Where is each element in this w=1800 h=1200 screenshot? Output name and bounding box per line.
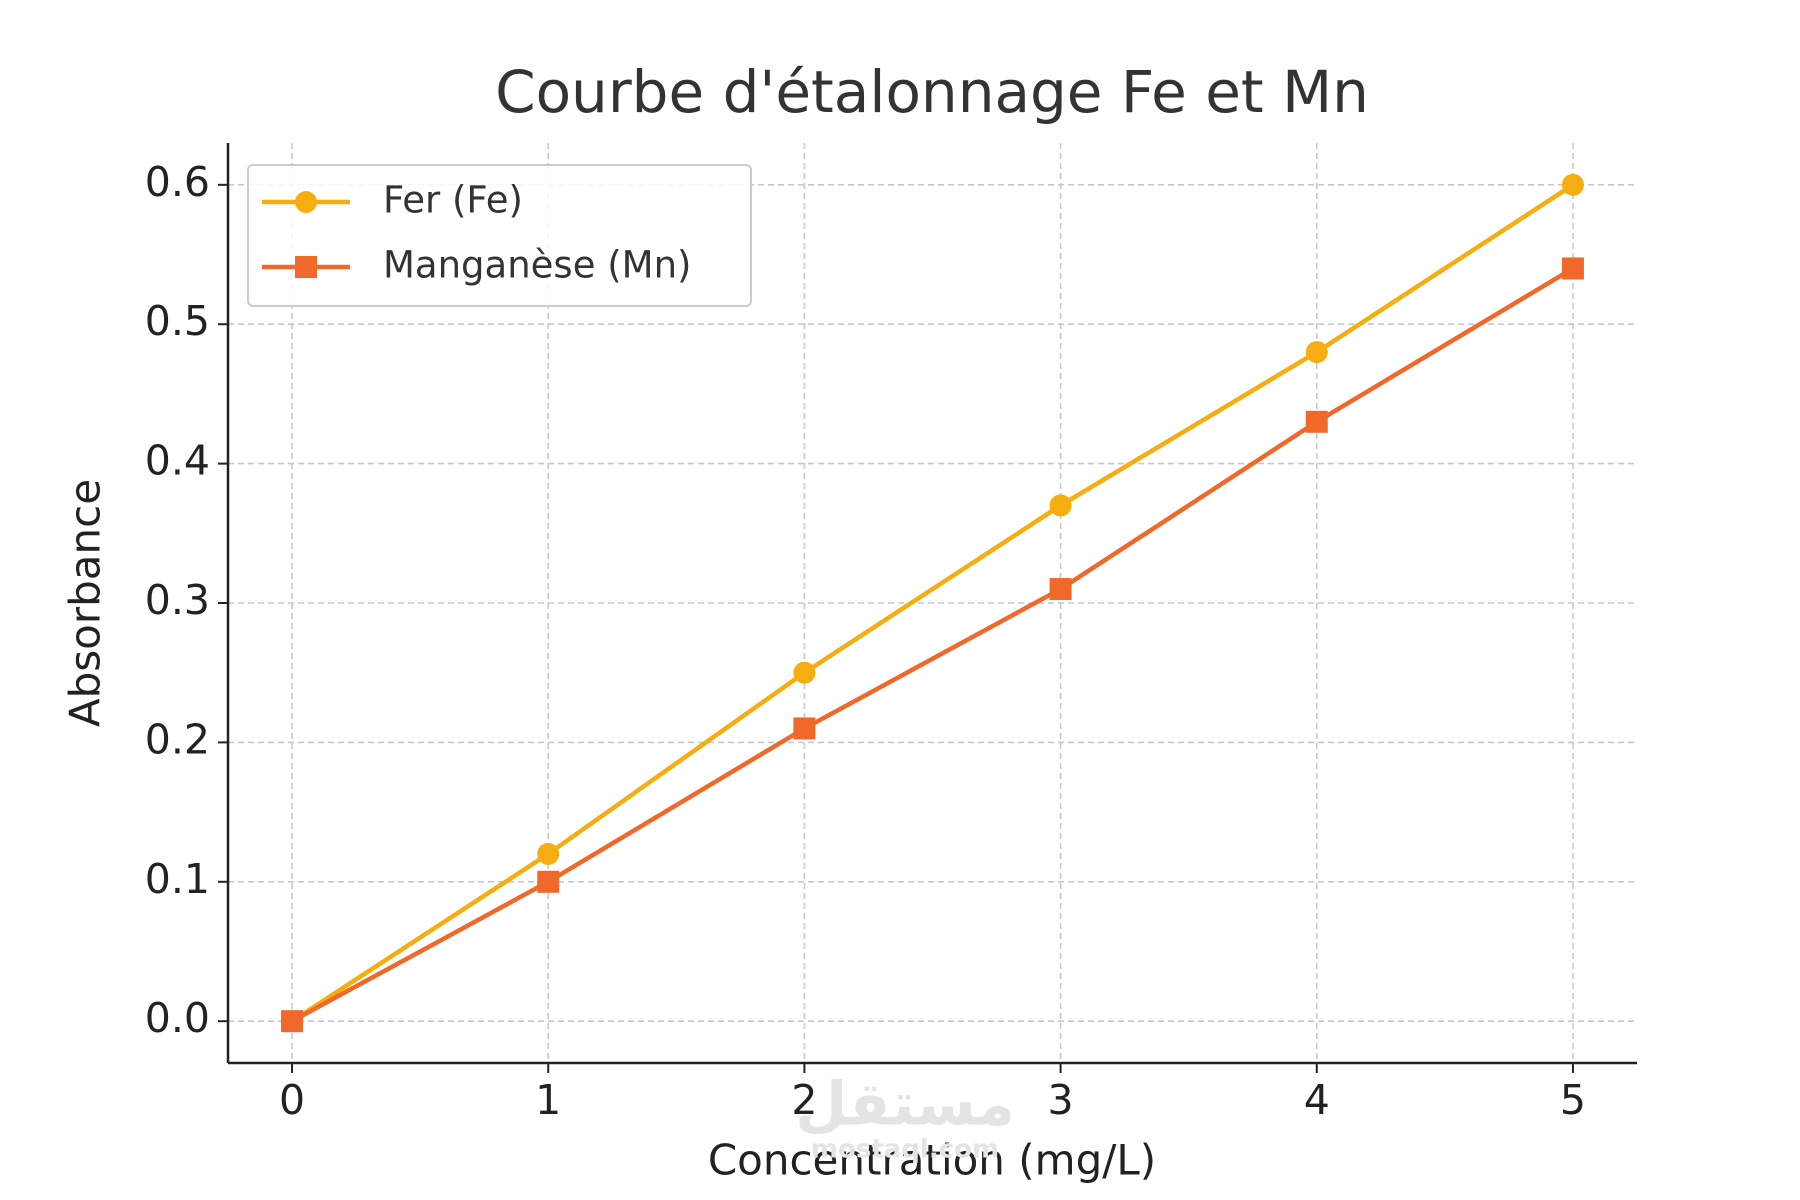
legend: Fer (Fe) Manganèse (Mn): [247, 164, 752, 307]
chart-title: Courbe d'étalonnage Fe et Mn: [495, 58, 1369, 126]
x-tick-label: 4: [1304, 1076, 1330, 1124]
y-tick-label: 0.1: [145, 855, 210, 903]
y-axis-label: Absorbance: [61, 479, 110, 727]
x-axis-label: Concentration (mg/L): [708, 1136, 1156, 1185]
marker: [1561, 257, 1584, 280]
y-tick-label: 0.0: [145, 994, 210, 1042]
y-tick-label: 0.4: [145, 437, 210, 485]
marker: [1561, 173, 1584, 196]
x-tick-label: 5: [1560, 1076, 1586, 1124]
x-tick-label: 2: [791, 1076, 817, 1124]
marker: [1305, 410, 1328, 433]
x-tick-label: 3: [1048, 1076, 1074, 1124]
watermark: مستقل: [795, 1070, 1014, 1140]
watermark: mostaql.com: [811, 1135, 999, 1165]
marker: [537, 842, 560, 865]
marker: [793, 661, 816, 684]
marker: [793, 717, 816, 740]
legend-label: Manganèse (Mn): [383, 244, 691, 287]
series-line: [290, 266, 1575, 1024]
legend-label: Fer (Fe): [383, 179, 523, 222]
marker: [1305, 341, 1328, 364]
marker: [1049, 578, 1072, 601]
marker: [537, 870, 560, 893]
y-tick-label: 0.6: [145, 158, 210, 206]
legend-box: [247, 164, 752, 307]
series-line: [290, 182, 1575, 1024]
x-tick-label: 1: [535, 1076, 561, 1124]
legend-marker: [295, 191, 317, 213]
marker: [281, 1010, 304, 1033]
y-tick-label: 0.3: [145, 576, 210, 624]
y-tick-label: 0.2: [145, 715, 210, 763]
y-tick-label: 0.5: [145, 297, 210, 345]
legend-marker: [295, 256, 317, 278]
x-tick-label: 0: [279, 1076, 305, 1124]
marker: [1049, 494, 1072, 517]
